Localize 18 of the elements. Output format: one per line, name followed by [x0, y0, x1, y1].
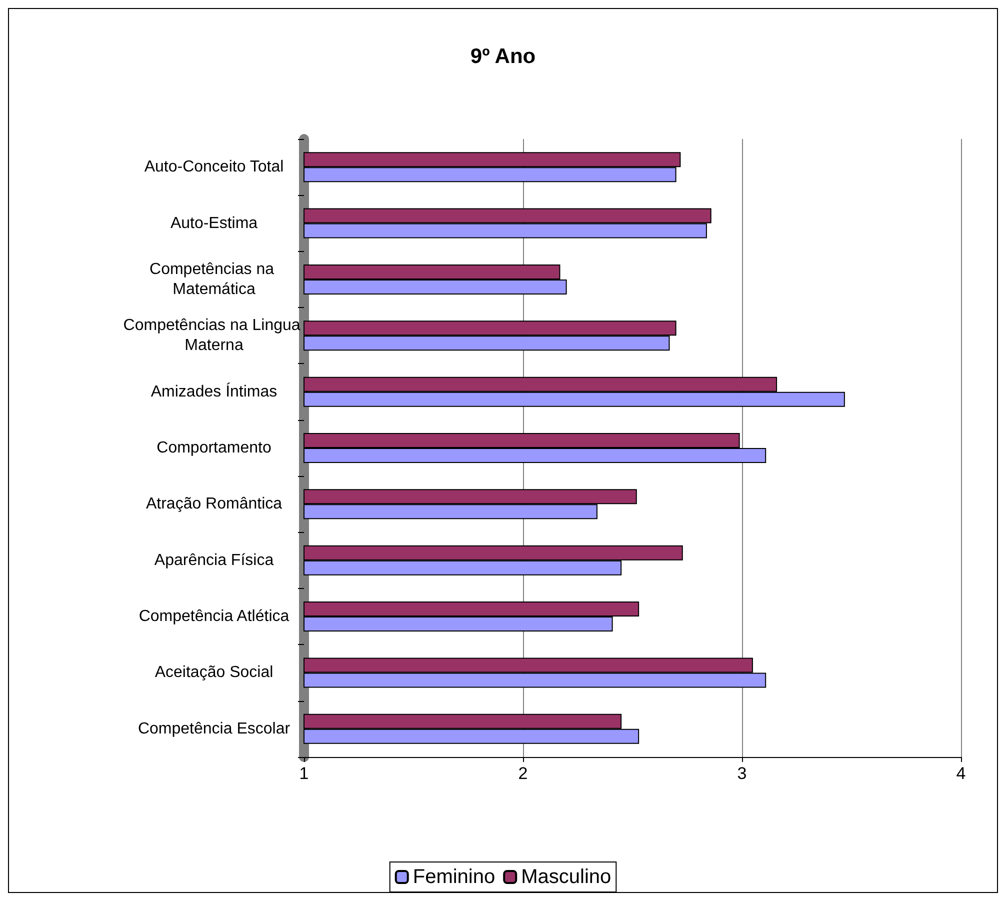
- x-tick-label: 3: [737, 764, 747, 783]
- y-tick-label: Auto-Estima: [170, 214, 258, 232]
- y-tick-label: Competência Escolar: [138, 720, 291, 738]
- y-tick-label: Competência Atlética: [138, 608, 290, 626]
- y-tick-label: Aparência Física: [154, 552, 274, 569]
- x-tick-label: 4: [956, 764, 966, 783]
- y-tick-label: Competências na Matemática: [150, 260, 278, 298]
- y-tick-label: Amizades Íntimas: [150, 382, 278, 400]
- y-tick-label: Aceitação Social: [154, 664, 274, 682]
- y-tick-label: Auto-Conceito Total: [144, 158, 284, 176]
- chart-title: 9º Ano: [470, 45, 536, 68]
- legend-label: Feminino: [412, 866, 496, 888]
- y-tick-label: Atração Romântica: [146, 496, 282, 513]
- y-tick-label: Comportamento: [156, 440, 272, 456]
- y-tick-label: Competências na Lingua Materna: [123, 317, 305, 354]
- x-tick-label: 2: [518, 764, 528, 783]
- legend-label: Masculino: [521, 866, 612, 888]
- x-tick-label: 1: [299, 764, 309, 783]
